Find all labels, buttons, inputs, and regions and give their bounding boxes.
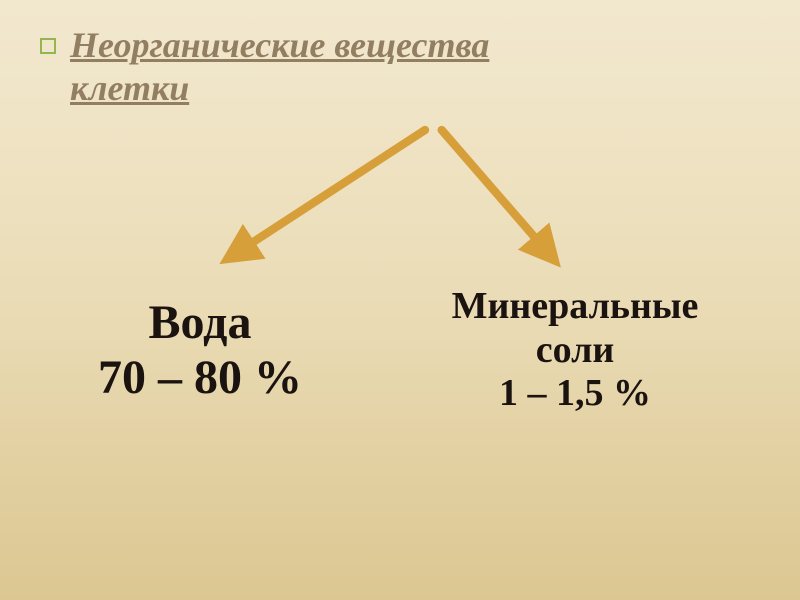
arrow-left [233, 130, 425, 255]
arrow-right [442, 130, 550, 255]
left-line-2: 70 – 80 % [98, 351, 302, 404]
right-line-2: соли [536, 329, 615, 371]
right-line-1: Минеральные [452, 285, 699, 327]
title-line-2: клетки [70, 68, 189, 108]
slide: Неорганические вещества клетки Вода 70 –… [0, 0, 800, 600]
slide-title: Неорганические вещества клетки [70, 24, 489, 110]
right-block: Минеральные соли 1 – 1,5 % [395, 285, 755, 416]
arrows-svg [150, 115, 650, 295]
bullet-icon [40, 38, 56, 54]
title-row: Неорганические вещества клетки [40, 24, 720, 110]
left-block: Вода 70 – 80 % [0, 295, 400, 405]
title-line-1: Неорганические вещества [70, 25, 489, 65]
left-line-1: Вода [149, 296, 252, 349]
right-line-3: 1 – 1,5 % [499, 372, 651, 414]
